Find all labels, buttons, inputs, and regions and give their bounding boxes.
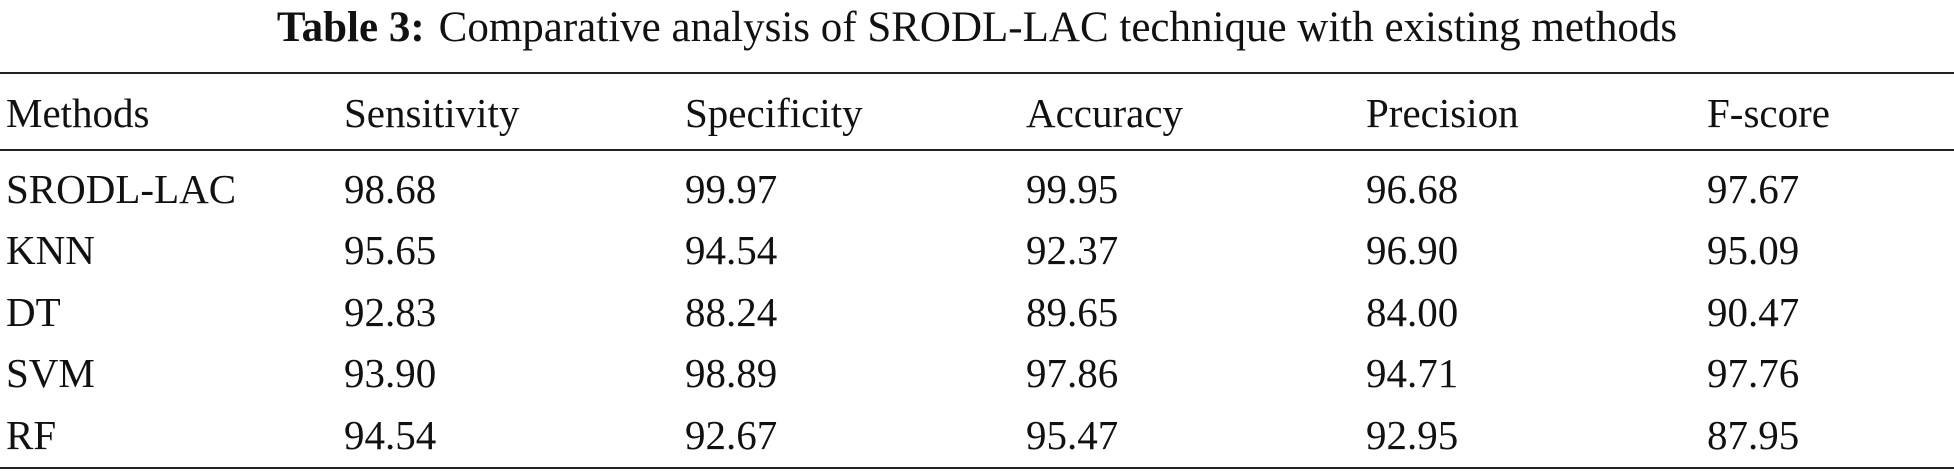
sensitivity-cell: 95.65 bbox=[344, 227, 437, 274]
accuracy-cell: 99.95 bbox=[1026, 165, 1119, 212]
f-score-cell: 87.95 bbox=[1707, 411, 1800, 458]
accuracy-cell: 92.37 bbox=[1026, 227, 1119, 274]
table-header-row: Methods Sensitivity Specificity Accuracy… bbox=[0, 80, 1954, 146]
precision-cell: 94.71 bbox=[1366, 350, 1459, 397]
table-body: SRODL-LAC 98.68 99.97 99.95 96.68 97.67 … bbox=[0, 158, 1954, 466]
f-score-cell: 97.67 bbox=[1707, 165, 1800, 212]
method-cell: SVM bbox=[6, 350, 95, 397]
precision-cell: 84.00 bbox=[1366, 288, 1459, 335]
header-precision: Precision bbox=[1366, 90, 1519, 136]
accuracy-cell: 89.65 bbox=[1026, 288, 1119, 335]
specificity-cell: 99.97 bbox=[685, 165, 778, 212]
table-row: RF 94.54 92.67 95.47 92.95 87.95 bbox=[0, 404, 1954, 466]
header-f-score: F-score bbox=[1707, 90, 1830, 136]
bottom-rule bbox=[0, 467, 1954, 469]
f-score-cell: 97.76 bbox=[1707, 350, 1800, 397]
specificity-cell: 98.89 bbox=[685, 350, 778, 397]
specificity-cell: 92.67 bbox=[685, 411, 778, 458]
table-row: KNN 95.65 94.54 92.37 96.90 95.09 bbox=[0, 220, 1954, 282]
method-cell: DT bbox=[6, 288, 61, 335]
method-cell: SRODL-LAC bbox=[6, 165, 237, 212]
specificity-cell: 94.54 bbox=[685, 227, 778, 274]
precision-cell: 96.90 bbox=[1366, 227, 1459, 274]
f-score-cell: 95.09 bbox=[1707, 227, 1800, 274]
sensitivity-cell: 92.83 bbox=[344, 288, 437, 335]
table-row: SRODL-LAC 98.68 99.97 99.95 96.68 97.67 bbox=[0, 158, 1954, 220]
sensitivity-cell: 93.90 bbox=[344, 350, 437, 397]
accuracy-cell: 97.86 bbox=[1026, 350, 1119, 397]
method-cell: KNN bbox=[6, 227, 95, 274]
header-accuracy: Accuracy bbox=[1026, 90, 1184, 136]
f-score-cell: 90.47 bbox=[1707, 288, 1800, 335]
table-caption: Table 3: Comparative analysis of SRODL-LA… bbox=[0, 0, 1954, 70]
header-rule bbox=[0, 149, 1954, 151]
caption-text: Comparative analysis of SRODL-LAC techni… bbox=[438, 4, 1678, 51]
header-sensitivity: Sensitivity bbox=[344, 90, 520, 136]
accuracy-cell: 95.47 bbox=[1026, 411, 1119, 458]
table-row: SVM 93.90 98.89 97.86 94.71 97.76 bbox=[0, 343, 1954, 405]
header-specificity: Specificity bbox=[685, 90, 863, 136]
table-row: DT 92.83 88.24 89.65 84.00 90.47 bbox=[0, 281, 1954, 343]
precision-cell: 92.95 bbox=[1366, 411, 1459, 458]
top-rule bbox=[0, 72, 1954, 74]
header-methods: Methods bbox=[6, 90, 150, 136]
specificity-cell: 88.24 bbox=[685, 288, 778, 335]
sensitivity-cell: 98.68 bbox=[344, 165, 437, 212]
method-cell: RF bbox=[6, 411, 57, 458]
sensitivity-cell: 94.54 bbox=[344, 411, 437, 458]
caption-label: Table 3: bbox=[276, 4, 425, 51]
precision-cell: 96.68 bbox=[1366, 165, 1459, 212]
